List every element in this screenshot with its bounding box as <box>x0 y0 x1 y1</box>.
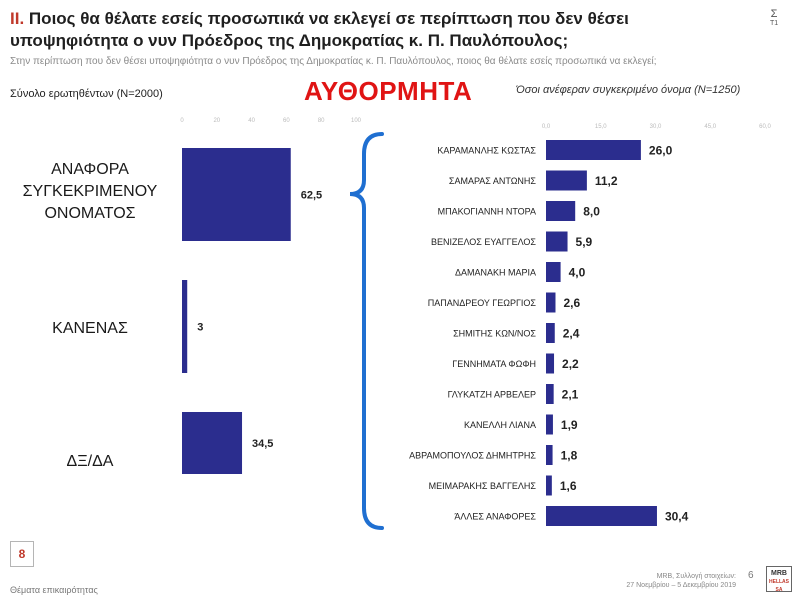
curly-brace <box>349 132 384 530</box>
right-value-label-4: 4,0 <box>569 266 586 280</box>
right-category-label-2: ΜΠΑΚΟΓΙΑΝΝΗ ΝΤΟΡΑ <box>438 207 536 217</box>
left-bar-1 <box>182 280 188 373</box>
left-tick-label-2: 40 <box>248 118 255 124</box>
left-tick-label-1: 20 <box>213 118 220 124</box>
left-category-label-1: ΚΑΝΕΝΑΣ <box>52 320 128 337</box>
page-title: ΙΙ. Ποιος θα θέλατε εσείς προσωπικά να ε… <box>10 8 740 52</box>
left-category-line-2-0: ΔΞ/ΔΑ <box>67 453 114 470</box>
right-category-label-10: ΑΒΡΑΜΟΠΟΥΛΟΣ ΔΗΜΗΤΡΗΣ <box>409 451 536 461</box>
mrb-logo: MRB HELLAS SA <box>766 566 792 593</box>
left-category-line-1-0: ΚΑΝΕΝΑΣ <box>52 320 128 337</box>
right-value-label-6: 2,4 <box>563 327 580 341</box>
sigma-icon: Σ Τ1 <box>770 8 778 27</box>
right-value-label-7: 2,2 <box>562 357 579 371</box>
right-value-label-9: 1,9 <box>561 418 578 432</box>
right-bar-11 <box>546 475 552 496</box>
right-bar-1 <box>546 170 587 191</box>
right-tick-label-2: 30,0 <box>650 124 662 130</box>
right-bar-3 <box>546 231 568 252</box>
right-category-label-0: ΚΑΡΑΜΑΝΛΗΣ ΚΩΣΤΑΣ <box>437 146 536 156</box>
right-category-label-12: ΆΛΛΕΣ ΑΝΑΦΟΡΕΣ <box>454 512 536 522</box>
left-tick-label-0: 0 <box>180 118 184 124</box>
right-value-label-12: 30,4 <box>665 510 689 524</box>
source-line-2: 27 Νοεμβρίου – 5 Δεκεμβρίου 2019 <box>626 582 736 589</box>
right-category-label-8: ΓΛΥΚΑΤΖΗ ΑΡΒΕΛΕΡ <box>448 390 536 400</box>
right-value-label-5: 2,6 <box>563 296 580 310</box>
left-bar-0 <box>182 148 291 241</box>
logo-sub-text: HELLAS SA <box>769 579 789 593</box>
right-value-label-1: 11,2 <box>595 174 618 188</box>
left-value-label-2: 34,5 <box>252 438 273 450</box>
right-bar-2 <box>546 201 576 221</box>
right-category-label-4: ΔΑΜΑΝΑΚΗ ΜΑΡΙΑ <box>455 268 536 278</box>
left-value-label-1: 3 <box>197 322 203 334</box>
left-tick-label-3: 60 <box>283 118 290 124</box>
right-category-label-6: ΣΗΜΙΤΗΣ ΚΩΝ/ΝΟΣ <box>453 329 536 339</box>
right-bar-9 <box>546 414 553 435</box>
question-text: Ποιος θα θέλατε εσείς προσωπικά να εκλεγ… <box>10 9 629 50</box>
right-bar-5 <box>546 292 556 313</box>
right-category-label-3: ΒΕΝΙΖΕΛΟΣ ΕΥΑΓΓΕΛΟΣ <box>431 237 536 247</box>
right-value-label-8: 2,1 <box>562 388 579 402</box>
right-value-label-3: 5,9 <box>576 235 593 249</box>
right-category-label-1: ΣΑΜΑΡΑΣ ΑΝΤΩΝΗΣ <box>449 176 537 186</box>
logo-text: MRB <box>771 570 787 577</box>
left-tick-label-5: 100 <box>351 118 362 124</box>
base-named: Όσοι ανέφεραν συγκεκριμένο όνομα (N=1250… <box>516 84 741 96</box>
left-bar-2 <box>182 412 243 474</box>
source-note: MRB, Συλλογή στοιχείων: 27 Νοεμβρίου – 5… <box>560 572 736 590</box>
question-number: ΙΙ. <box>10 9 25 28</box>
left-category-line-0-0: ΑΝΑΦΟΡΑ <box>51 161 129 178</box>
left-category-label-0: ΑΝΑΦΟΡΑ ΣΥΓΚΕΚΡΙΜΕΝΟΥ ΟΝΟΜΑΤΟΣ <box>23 161 158 222</box>
left-category-line-0-1: ΣΥΓΚΕΚΡΙΜΕΝΟΥ <box>23 183 158 200</box>
right-value-label-10: 1,8 <box>561 449 578 463</box>
page-badge: 8 <box>10 541 34 567</box>
right-tick-label-1: 15,0 <box>595 124 607 130</box>
footer-topic: Θέματα επικαιρότητας <box>10 585 98 595</box>
right-bar-0 <box>546 140 641 160</box>
right-category-label-9: ΚΑΝΕΛΛΗ ΛΙΑΝΑ <box>464 420 536 430</box>
sigma-sub-label: Τ1 <box>770 20 779 27</box>
sigma-label: Σ <box>770 8 778 20</box>
spontaneous-label: ΑΥΘΟΡΜΗΤΑ <box>304 76 473 106</box>
right-bar-10 <box>546 445 553 465</box>
right-value-label-11: 1,6 <box>560 479 577 493</box>
right-category-label-5: ΠΑΠΑΝΔΡΕΟΥ ΓΕΩΡΓΙΟΣ <box>428 298 537 308</box>
right-bar-7 <box>546 353 555 374</box>
left-value-label-0: 62,5 <box>301 190 322 202</box>
page-number: 6 <box>748 570 754 581</box>
right-bar-12 <box>546 506 657 526</box>
right-tick-label-4: 60,0 <box>759 124 771 130</box>
source-line-1: MRB, Συλλογή στοιχείων: <box>656 573 736 580</box>
right-tick-label-3: 45,0 <box>704 124 716 130</box>
right-value-label-2: 8,0 <box>583 205 600 219</box>
right-bar-4 <box>546 262 561 282</box>
base-total: Σύνολο ερωτηθέντων (N=2000) <box>10 88 163 100</box>
right-value-label-0: 26,0 <box>649 144 673 158</box>
right-bar-6 <box>546 323 555 343</box>
left-category-label-2: ΔΞ/ΔΑ <box>67 453 114 470</box>
left-category-line-0-2: ΟΝΟΜΑΤΟΣ <box>44 205 135 222</box>
right-tick-label-0: 0,0 <box>542 124 551 130</box>
right-category-label-11: ΜΕΙΜΑΡΑΚΗΣ ΒΑΓΓΕΛΗΣ <box>429 481 537 491</box>
right-category-label-7: ΓΕΝΝΗΜΑΤΑ ΦΩΦΗ <box>452 359 536 369</box>
left-bar-chart: 0 20 40 60 80 100 62,5 ΑΝΑΦΟΡΑ ΣΥΓΚΕΚΡΙΜΕΝΟΥ ΟΝΟΜ… <box>23 118 362 474</box>
question-subtitle: Στην περίπτωση που δεν θέσει υποψηφιότητ… <box>10 56 657 67</box>
right-bar-8 <box>546 384 554 404</box>
right-bar-chart: 0,0 15,0 30,0 45,0 60,0 ΚΑΡΑΜΑΝΛΗΣ ΚΩΣΤΑΣ 26,0… <box>409 124 771 526</box>
left-tick-label-4: 80 <box>318 118 325 124</box>
